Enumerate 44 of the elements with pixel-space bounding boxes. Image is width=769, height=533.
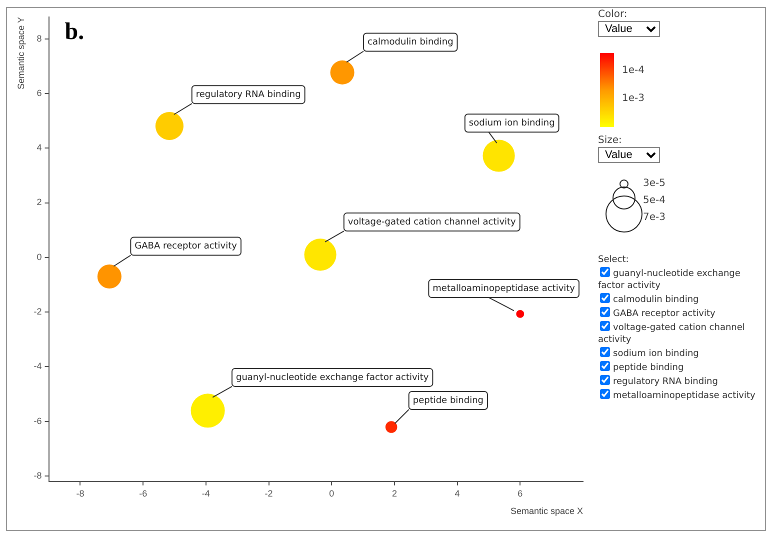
- text: metalloaminopeptidase activity: [613, 391, 756, 401]
- text: sodium ion binding: [613, 349, 699, 359]
- text: GABA receptor activity: [613, 309, 716, 319]
- text: 5e-4: [643, 195, 666, 206]
- text: metalloaminopeptidase activity: [432, 284, 576, 294]
- y-tick-label: 0: [36, 252, 42, 262]
- text: 1e-3: [622, 93, 644, 104]
- x-tick-label: 6: [518, 488, 523, 498]
- text: regulatory RNA binding: [613, 377, 718, 387]
- text: voltage-gated cation channel activity: [348, 217, 517, 228]
- y-tick-label: -4: [34, 361, 42, 372]
- chart-title: b.: [64, 19, 84, 46]
- text: GABA receptor activity: [134, 242, 238, 252]
- text: guanyl-nucleotide exchange factor activity: [236, 372, 430, 383]
- text: peptide binding: [412, 396, 484, 406]
- text: Select:: [598, 255, 630, 265]
- x-axis-title: Semantic space X: [510, 506, 583, 516]
- x-tick-label: 2: [392, 488, 397, 498]
- text: 7e-3: [643, 212, 666, 223]
- x-tick-label: -2: [264, 488, 273, 498]
- text: Color:: [598, 9, 628, 20]
- text: 3e-5: [643, 178, 666, 189]
- text: calmodulin binding: [368, 38, 454, 48]
- y-tick-label: 8: [36, 33, 42, 44]
- x-tick-label: -8: [76, 488, 84, 498]
- y-tick-label: 4: [36, 142, 42, 153]
- y-axis-title: Semantic space Y: [16, 17, 26, 90]
- y-tick-label: -2: [34, 306, 42, 317]
- text: peptide binding: [613, 363, 684, 373]
- x-tick-label: -6: [139, 488, 148, 498]
- text: sodium ion binding: [468, 118, 555, 128]
- size-dropdown: Value: [598, 147, 660, 163]
- text: 1e-4: [622, 65, 644, 76]
- x-tick-label: -4: [202, 488, 210, 498]
- y-tick-label: 6: [36, 88, 42, 98]
- x-tick-label: 0: [329, 488, 334, 498]
- color-dropdown: Value: [598, 21, 660, 37]
- text: regulatory RNA binding: [196, 90, 301, 100]
- x-tick-label: 4: [454, 488, 460, 498]
- text: calmodulin binding: [613, 295, 699, 305]
- y-tick-label: -8: [34, 470, 42, 480]
- y-tick-label: -6: [34, 416, 42, 426]
- y-tick-label: 2: [36, 197, 42, 208]
- text: Size:: [598, 135, 622, 146]
